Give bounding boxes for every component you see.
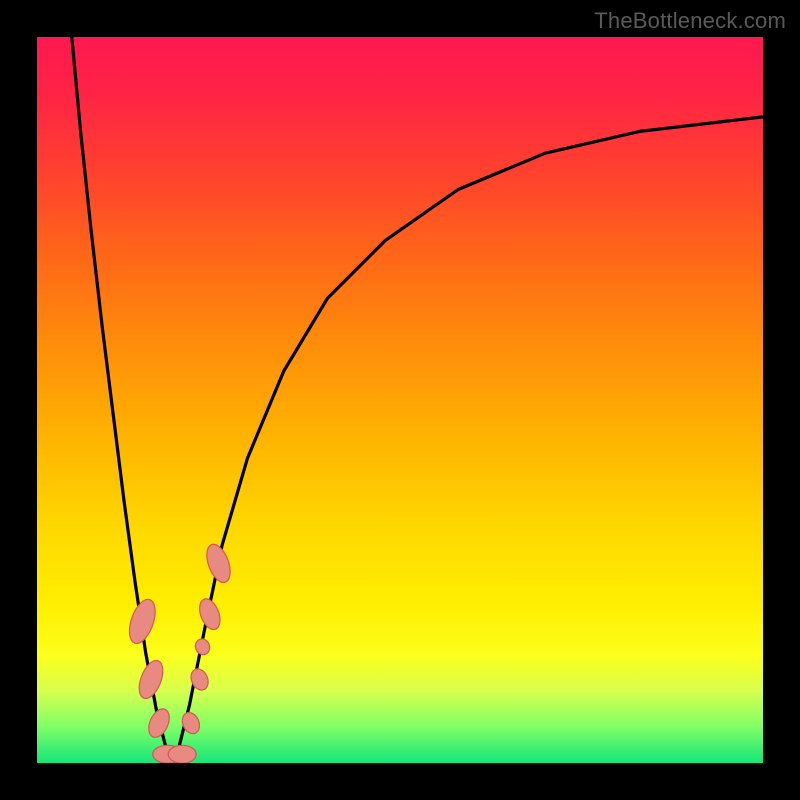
watermark-text: TheBottleneck.com	[594, 8, 786, 34]
marker-bead	[168, 745, 196, 763]
bottleneck-chart	[0, 0, 800, 800]
